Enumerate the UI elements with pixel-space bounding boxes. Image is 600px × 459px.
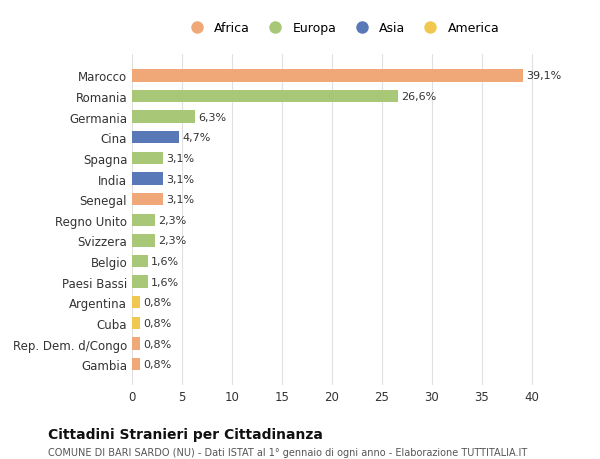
Bar [132, 338, 140, 350]
Text: 2,3%: 2,3% [158, 215, 186, 225]
Bar [132, 173, 163, 185]
Bar [132, 317, 140, 330]
Text: COMUNE DI BARI SARDO (NU) - Dati ISTAT al 1° gennaio di ogni anno - Elaborazione: COMUNE DI BARI SARDO (NU) - Dati ISTAT a… [48, 448, 527, 458]
Text: 0,8%: 0,8% [143, 359, 171, 369]
Text: 0,8%: 0,8% [143, 318, 171, 328]
Bar [132, 194, 163, 206]
Text: 2,3%: 2,3% [158, 236, 186, 246]
Text: 39,1%: 39,1% [526, 71, 561, 81]
Bar [132, 276, 148, 288]
Text: 1,6%: 1,6% [151, 277, 179, 287]
Bar [132, 255, 148, 268]
Text: 0,8%: 0,8% [143, 297, 171, 308]
Bar [132, 111, 195, 123]
Text: 6,3%: 6,3% [198, 112, 226, 123]
Bar [132, 214, 155, 226]
Text: 4,7%: 4,7% [182, 133, 211, 143]
Text: 3,1%: 3,1% [166, 174, 194, 184]
Text: 1,6%: 1,6% [151, 257, 179, 267]
Bar [132, 132, 179, 144]
Bar [132, 235, 155, 247]
Bar [132, 297, 140, 309]
Bar [132, 91, 398, 103]
Bar [132, 358, 140, 370]
Bar [132, 70, 523, 83]
Text: 26,6%: 26,6% [401, 92, 436, 102]
Text: 0,8%: 0,8% [143, 339, 171, 349]
Text: Cittadini Stranieri per Cittadinanza: Cittadini Stranieri per Cittadinanza [48, 427, 323, 441]
Text: 3,1%: 3,1% [166, 154, 194, 163]
Legend: Africa, Europa, Asia, America: Africa, Europa, Asia, America [181, 18, 503, 39]
Text: 3,1%: 3,1% [166, 195, 194, 205]
Bar [132, 152, 163, 165]
